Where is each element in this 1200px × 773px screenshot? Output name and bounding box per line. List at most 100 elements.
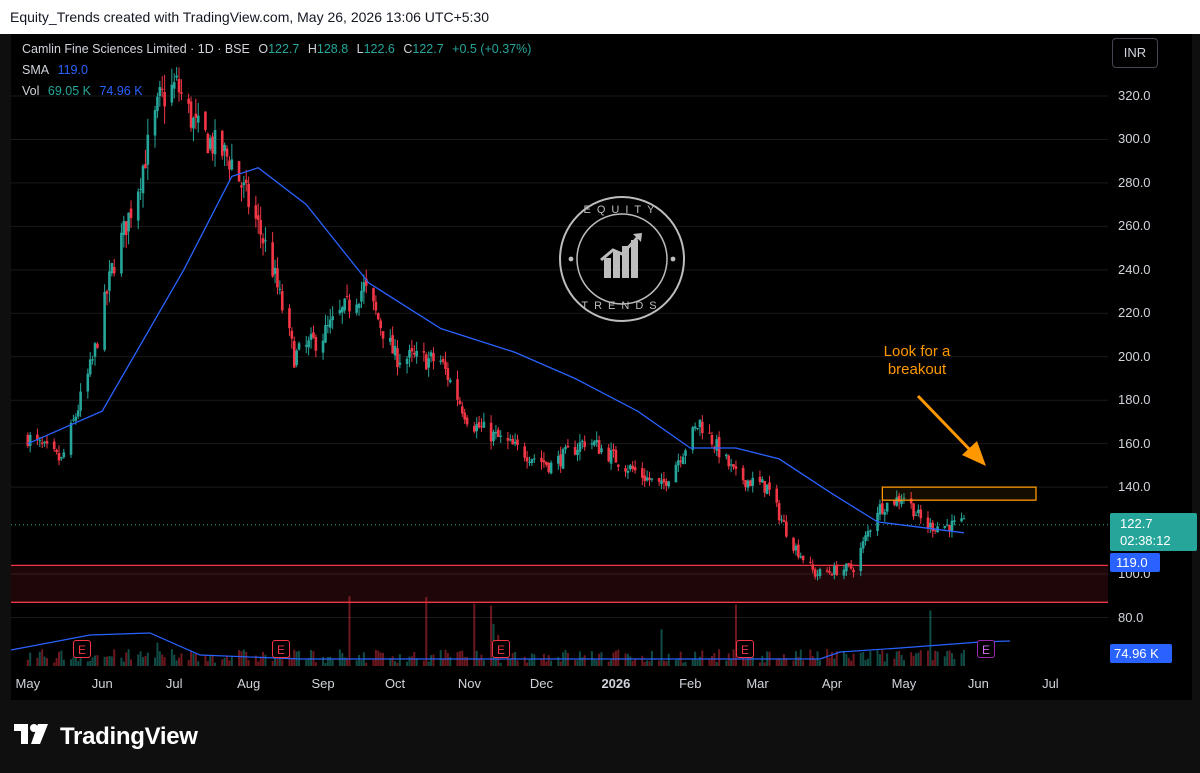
candle-body — [900, 500, 903, 505]
candle-body — [105, 291, 109, 294]
volume-bar — [917, 652, 920, 666]
volume-bar — [288, 654, 291, 666]
volume-bar — [178, 657, 181, 666]
candle-body — [170, 84, 174, 103]
earnings-marker[interactable]: E — [73, 640, 91, 658]
volume-bar — [305, 659, 308, 666]
volume-bar — [194, 653, 197, 666]
candle-body — [156, 96, 159, 112]
low-label: L — [356, 42, 364, 56]
earnings-marker[interactable]: E — [736, 640, 754, 658]
volume-bar — [490, 605, 493, 666]
volume-bar — [631, 660, 634, 666]
candle-body — [698, 419, 702, 428]
x-axis-tick-label: Dec — [529, 676, 554, 691]
volume-bar — [223, 657, 226, 666]
candle-body — [139, 188, 142, 190]
candle-body — [777, 503, 781, 521]
volume-bar — [818, 660, 821, 666]
candle-body — [175, 75, 178, 78]
volume-bar — [408, 656, 411, 666]
vol-value: 69.05 K — [47, 84, 91, 98]
equity-trends-watermark: EQUITY TRENDS — [557, 194, 687, 324]
candle-body — [629, 465, 632, 470]
volume-bar — [281, 659, 284, 666]
candle-body — [208, 138, 212, 149]
volume-bar — [902, 660, 905, 666]
x-axis-tick-label: 2026 — [601, 676, 631, 691]
earnings-marker[interactable]: E — [272, 640, 290, 658]
candle-body — [631, 465, 635, 469]
candle-body — [593, 441, 596, 446]
candle-body — [158, 86, 162, 97]
candle-body — [559, 454, 563, 467]
candle-body — [223, 144, 226, 152]
candle-body — [338, 309, 342, 314]
volume-bar — [264, 654, 267, 666]
volume-bar — [598, 653, 601, 666]
currency-button[interactable]: INR — [1112, 38, 1158, 68]
candle-body — [607, 447, 611, 462]
candle-body — [813, 569, 817, 577]
volume-bar — [914, 653, 917, 666]
candle-body — [261, 238, 265, 244]
header-text: Equity_Trends created with TradingView.c… — [10, 9, 489, 25]
candle-body — [662, 478, 666, 483]
volume-bar — [226, 655, 229, 666]
candle-body — [696, 428, 699, 430]
candle-body — [864, 535, 867, 542]
breakout-annotation[interactable]: Look for a breakout — [854, 343, 980, 379]
earnings-marker[interactable]: E — [492, 640, 510, 658]
candle-body — [691, 427, 695, 450]
candle-body — [561, 449, 565, 469]
y-axis-tick-label: 80.0 — [1118, 609, 1144, 625]
volume-bar — [895, 651, 898, 666]
volume-bar — [161, 654, 164, 666]
candle-body — [931, 522, 935, 532]
candle-body — [439, 360, 442, 363]
candle-body — [458, 400, 462, 404]
candle-body — [943, 526, 947, 528]
price-pane[interactable] — [11, 34, 1108, 700]
candle-body — [578, 442, 582, 452]
candle-body — [845, 563, 848, 572]
candle-body — [357, 303, 361, 308]
legend-sma[interactable]: SMA 119.0 — [22, 63, 93, 77]
candle-body — [254, 205, 258, 219]
volume-bar — [329, 656, 332, 666]
candle-body — [292, 340, 296, 368]
candle-body — [432, 353, 435, 362]
candle-body — [775, 488, 779, 503]
upcoming-earnings-marker[interactable]: E — [977, 640, 995, 658]
volume-bar — [372, 659, 375, 666]
volume-bar — [866, 658, 869, 666]
candle-body — [307, 340, 310, 348]
candle-body — [124, 221, 128, 236]
candle-body — [429, 352, 433, 357]
candle-body — [768, 482, 771, 490]
volume-bar — [826, 649, 829, 666]
volume-bar — [55, 658, 58, 666]
volume-bar — [170, 649, 173, 666]
volume-bar — [144, 656, 147, 666]
candle-body — [93, 343, 97, 357]
volume-bar — [662, 660, 665, 666]
candle-body — [626, 470, 630, 473]
volume-bar — [859, 652, 862, 666]
volume-bar — [259, 657, 262, 666]
volume-bar — [550, 660, 553, 666]
candle-body — [665, 481, 668, 486]
legend-volume[interactable]: Vol 69.05 K 74.96 K — [22, 84, 148, 98]
candle-body — [677, 460, 680, 466]
volume-bar — [293, 649, 296, 666]
volume-bar — [41, 649, 44, 666]
candle-body — [76, 410, 80, 417]
candle-body — [525, 457, 529, 462]
volume-bar — [94, 655, 97, 666]
volume-bar — [929, 610, 932, 666]
volume-bar — [850, 660, 853, 666]
high-value: 128.8 — [316, 42, 349, 56]
tradingview-footer[interactable]: TradingView — [14, 720, 198, 754]
price-axis[interactable] — [1108, 34, 1192, 700]
